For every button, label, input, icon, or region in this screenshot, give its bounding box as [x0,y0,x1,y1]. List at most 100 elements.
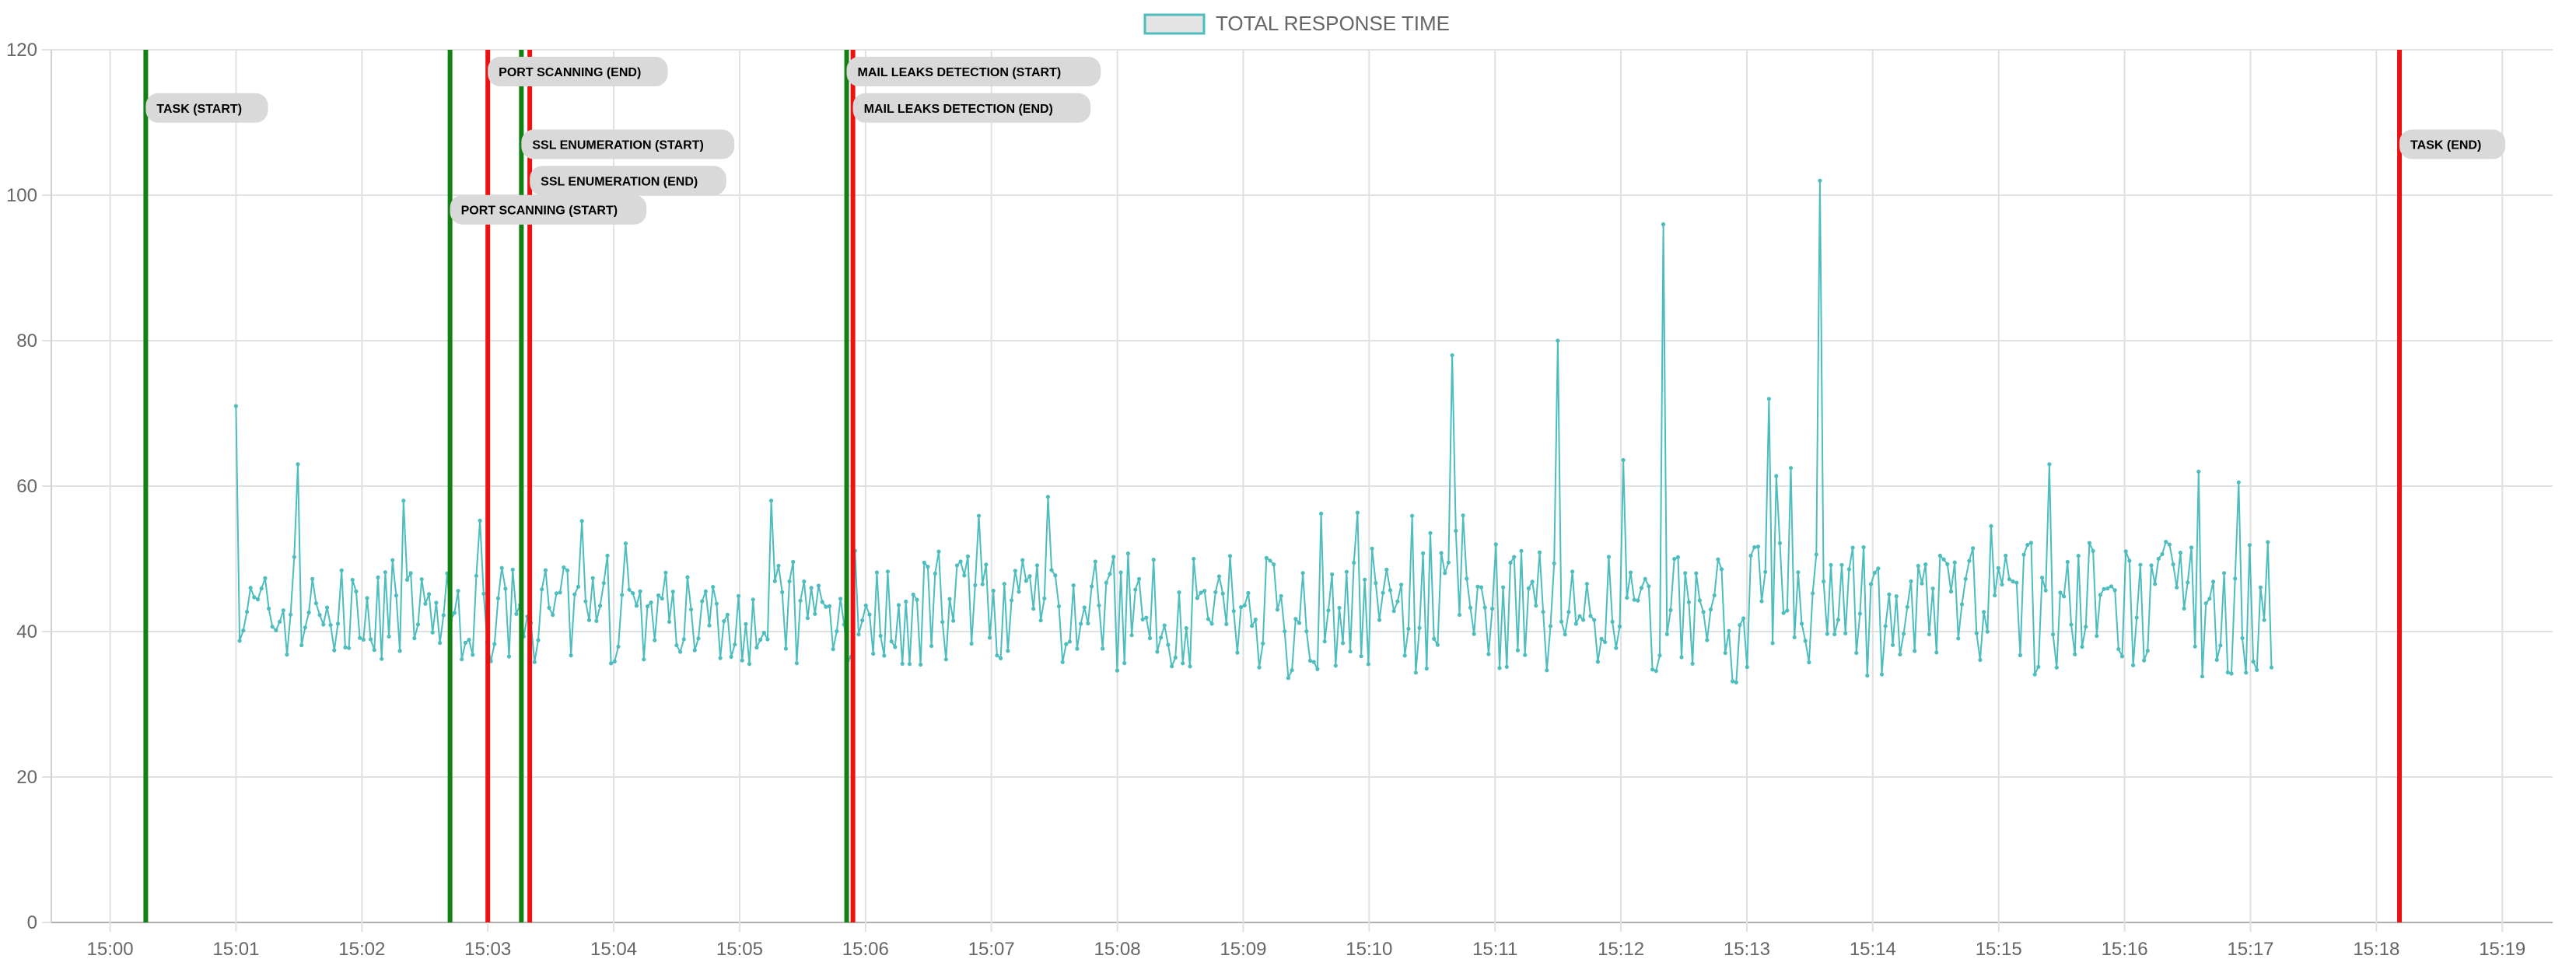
y-tick-label: 80 [16,331,37,352]
data-point [1748,553,1753,558]
data-point [1366,662,1370,667]
data-point [856,632,861,637]
data-point [562,565,566,570]
data-point [1745,665,1749,670]
data-point [896,603,901,607]
data-point [1879,672,1885,677]
data-point [1581,618,1586,622]
data-point [499,565,504,570]
data-point [772,579,777,583]
y-tick-label: 0 [27,912,37,933]
data-point [2028,541,2034,545]
data-point [471,653,475,657]
data-point [1402,653,1407,658]
data-point [1045,495,1050,499]
data-point [2112,588,2117,593]
event-label-text: TASK (END) [2410,139,2481,152]
y-tick-label: 100 [6,185,37,206]
data-point [1868,582,1874,586]
data-point [1857,611,1862,616]
data-point [2196,469,2201,474]
data-point [248,586,253,590]
data-point [827,604,832,609]
data-point [390,558,395,562]
data-point [310,576,315,582]
data-point [2084,625,2088,629]
data-point [1606,555,1611,559]
data-point [2138,562,2143,567]
data-point [263,576,268,581]
data-point [1410,513,1415,518]
data-point [2255,667,2259,672]
data-point [1716,557,1720,562]
data-point [867,612,872,617]
data-point [1377,618,1382,622]
data-point [1220,591,1225,596]
data-point [1898,652,1902,657]
data-point [780,590,785,595]
data-point [415,622,421,627]
data-point [1363,577,1367,582]
data-point [1577,614,1582,618]
data-point [2186,580,2190,585]
data-point [460,657,464,662]
data-point [1216,574,1222,579]
x-tick-label: 15:12 [1598,939,1644,960]
data-point [645,604,650,609]
data-point [2214,657,2219,663]
data-point [237,639,242,643]
data-point [943,657,948,662]
data-point [1428,530,1433,535]
event-label: MAIL LEAKS DETECTION (END) [852,93,1091,123]
data-point [1421,551,1426,556]
data-point [241,628,246,633]
data-point [1235,650,1240,655]
data-point [1923,562,1928,567]
data-point [536,638,541,642]
data-point [674,643,679,648]
data-point [1283,629,1287,634]
data-point [1129,633,1134,638]
data-point [1097,603,1101,608]
event-label-text: SSL ENUMERATION (START) [532,139,703,152]
data-point [1147,636,1153,641]
data-point [1307,658,1313,663]
data-point [1803,639,1808,643]
data-point [1664,632,1669,637]
event-label: TASK (START) [145,93,268,123]
data-point [1617,624,1622,629]
data-point [259,586,264,591]
data-point [551,613,555,618]
data-point [332,648,337,653]
data-point [976,513,982,518]
data-point [1675,555,1680,560]
data-point [2266,540,2270,544]
data-point [1515,648,1520,653]
data-point [2207,597,2212,601]
data-point [1913,649,1917,653]
data-point [1731,679,1735,684]
data-point [594,618,599,624]
data-point [1133,587,1138,592]
data-point [278,619,282,625]
data-point [467,637,471,642]
data-point [670,590,675,594]
data-point [2262,618,2266,622]
data-point [700,599,705,604]
data-point [1257,665,1262,670]
data-point [1424,667,1429,671]
data-point [911,592,915,597]
data-point [1108,572,1112,576]
x-tick-label: 15:03 [464,939,511,960]
data-point [1825,632,1829,636]
data-point [270,625,275,629]
y-tick-label: 60 [16,476,37,497]
legend[interactable]: TOTAL RESPONSE TIME [1143,12,1450,35]
data-point [554,591,559,596]
data-point [1595,660,1600,664]
data-point [583,599,588,604]
data-point [969,641,974,646]
data-point [947,597,952,601]
data-point [1526,586,1531,591]
data-point [1239,604,1244,610]
